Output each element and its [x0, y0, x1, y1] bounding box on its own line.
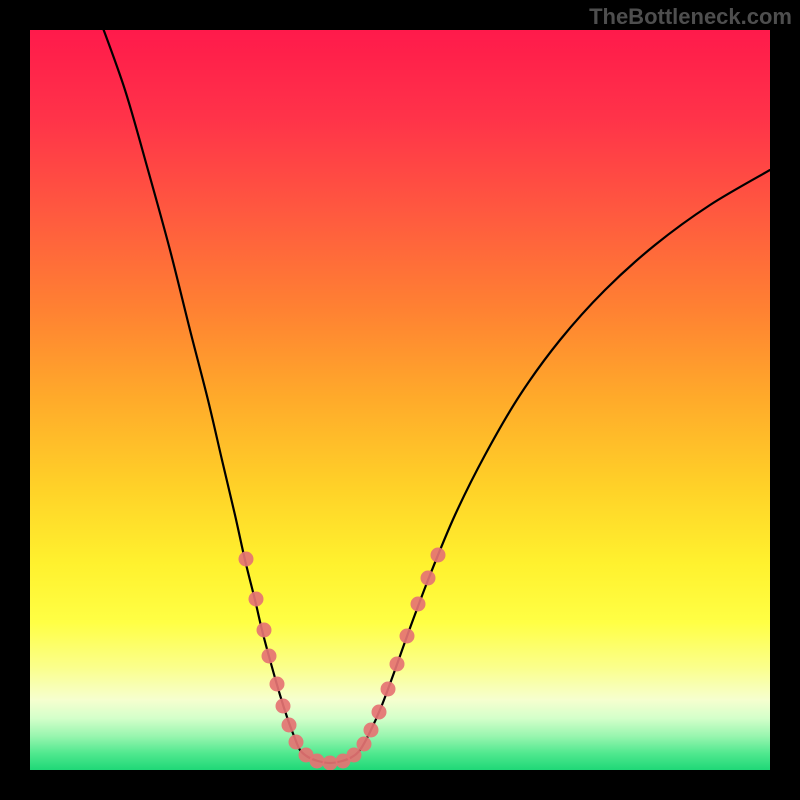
- marker-point: [421, 571, 436, 586]
- marker-point: [411, 597, 426, 612]
- marker-point: [257, 623, 272, 638]
- marker-point: [262, 649, 277, 664]
- marker-point: [381, 682, 396, 697]
- plot-area: [30, 30, 770, 770]
- curve-chart-svg: [30, 30, 770, 770]
- marker-point: [390, 657, 405, 672]
- watermark-text: TheBottleneck.com: [589, 4, 792, 30]
- marker-point: [249, 592, 264, 607]
- marker-point: [431, 548, 446, 563]
- marker-point: [364, 723, 379, 738]
- marker-point: [239, 552, 254, 567]
- black-border-frame: TheBottleneck.com: [0, 0, 800, 800]
- marker-point: [372, 705, 387, 720]
- marker-point: [276, 699, 291, 714]
- marker-point: [400, 629, 415, 644]
- marker-point: [282, 718, 297, 733]
- marker-point: [289, 735, 304, 750]
- marker-point: [310, 754, 325, 769]
- marker-point: [270, 677, 285, 692]
- marker-point: [323, 756, 338, 771]
- marker-point: [357, 737, 372, 752]
